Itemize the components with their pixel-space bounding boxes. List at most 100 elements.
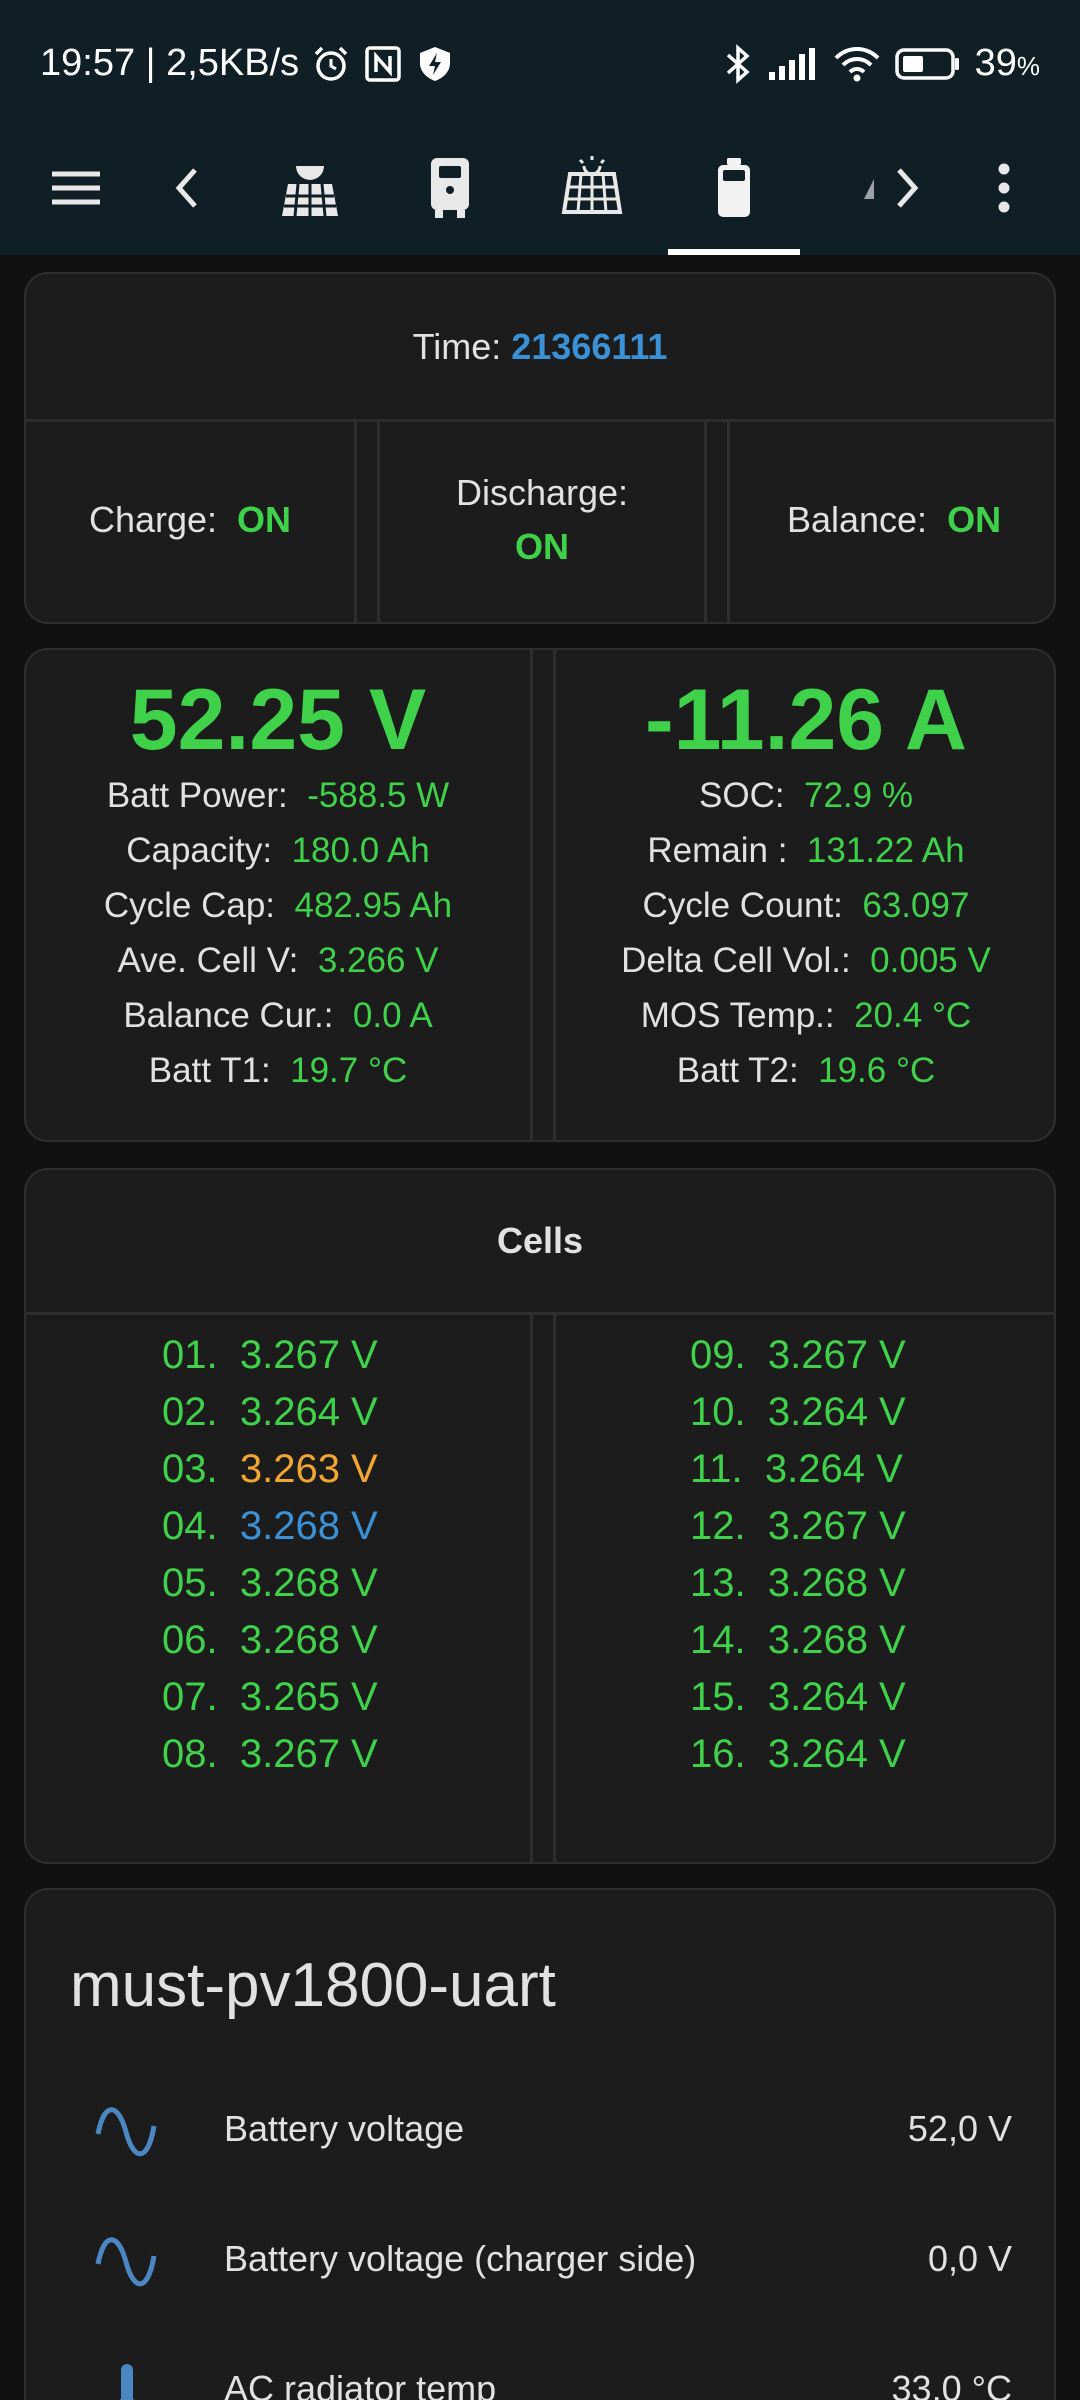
cell-voltage: 3.264 V — [767, 1390, 906, 1434]
time-value: 21366111 — [511, 325, 668, 367]
cell-voltage: 3.267 V — [767, 1333, 906, 1377]
cell-voltage: 3.264 V — [764, 1447, 903, 1491]
stat-label: Cycle Cap: — [103, 886, 276, 925]
stat-line: Balance Cur.: 0.0 A — [28, 988, 528, 1043]
status-bar: 19:57 | 2,5KB/s — [0, 0, 1080, 130]
cell-voltage-row: 01. 3.267 V — [162, 1327, 378, 1384]
cell-number: 05. — [162, 1561, 218, 1605]
battery-stats-card: 52.25 V Batt Power: -588.5 W Capacity: 18… — [24, 648, 1056, 1142]
stat-line: Cycle Cap: 482.95 Ah — [28, 878, 528, 933]
charge-status: Charge: ON — [26, 422, 354, 618]
stat-value: 3.266 V — [317, 941, 439, 980]
stat-label: Batt Power: — [106, 776, 288, 815]
cell-voltage: 3.268 V — [767, 1618, 906, 1662]
stat-label: Cycle Count: — [642, 886, 843, 925]
right-stats: -11.26 A SOC: 72.9 % Remain : 131.22 Ah Cy… — [556, 672, 1054, 1098]
cell-voltage-row: 10. 3.264 V — [690, 1384, 906, 1441]
entity-label: AC radiator temp — [224, 2368, 497, 2400]
battery-voltage: 52.25 V — [129, 672, 427, 768]
inverter-icon[interactable] — [410, 148, 490, 228]
stat-value: 19.6 °C — [818, 1051, 936, 1090]
stat-value: 72.9 % — [804, 776, 913, 815]
cell-voltage-row: 05. 3.268 V — [162, 1555, 378, 1612]
stat-label: SOC: — [699, 776, 785, 815]
stat-line: Remain : 131.22 Ah — [556, 823, 1054, 878]
divider — [704, 422, 730, 622]
stat-line: Delta Cell Vol.: 0.005 V — [556, 933, 1054, 988]
cell-voltage: 3.264 V — [239, 1390, 378, 1434]
solar-panel-icon[interactable] — [552, 148, 632, 228]
stat-line: SOC: 72.9 % — [556, 768, 1054, 823]
divider — [26, 419, 1054, 422]
stat-label: Batt T1: — [148, 1051, 271, 1090]
entity-card-title: must-pv1800-uart — [70, 1951, 556, 2020]
stat-label: Ave. Cell V: — [117, 941, 299, 980]
cell-voltage: 3.267 V — [239, 1333, 378, 1377]
stat-line: Capacity: 180.0 Ah — [28, 823, 528, 878]
stat-label: Balance Cur.: — [123, 996, 334, 1035]
discharge-value: ON — [515, 526, 569, 567]
entity-row[interactable]: AC radiator temp 33,0 °C — [26, 2346, 1054, 2400]
cell-voltage: 3.268 V — [239, 1618, 378, 1662]
stat-label: Batt T2: — [676, 1051, 799, 1090]
scroll-fade-icon — [848, 148, 888, 228]
balance-value: ON — [947, 499, 1002, 540]
solar-panel-sun-icon[interactable] — [270, 148, 350, 228]
active-tab-indicator — [668, 249, 800, 255]
top-bar-background: 19:57 | 2,5KB/s — [0, 0, 1080, 255]
cells-right-column: 09. 3.267 V 10. 3.264 V 11. 3.264 V 12. 3.2… — [690, 1327, 906, 1783]
alarm-icon — [314, 46, 348, 81]
stat-value: 131.22 Ah — [806, 831, 965, 870]
stat-value: -588.5 W — [307, 776, 450, 815]
battery-percent: 39 — [974, 42, 1017, 84]
cell-number: 06. — [162, 1618, 218, 1662]
stat-line: Batt T2: 19.6 °C — [556, 1043, 1054, 1098]
cell-voltage: 3.264 V — [767, 1732, 906, 1776]
menu-icon[interactable] — [36, 148, 116, 228]
stat-line: Batt T1: 19.7 °C — [28, 1043, 528, 1098]
stat-value: 20.4 °C — [854, 996, 972, 1035]
cell-voltage-row: 09. 3.267 V — [690, 1327, 906, 1384]
cell-number: 15. — [690, 1675, 746, 1719]
entity-card: must-pv1800-uart Battery voltage 52,0 V … — [24, 1888, 1056, 2400]
more-vert-icon[interactable] — [964, 148, 1044, 228]
stat-value: 0.005 V — [870, 941, 991, 980]
cell-voltage: 3.267 V — [239, 1732, 378, 1776]
cell-number: 13. — [690, 1561, 746, 1605]
wifi-icon — [834, 46, 880, 81]
stat-line: Ave. Cell V: 3.266 V — [28, 933, 528, 988]
cell-number: 14. — [690, 1618, 746, 1662]
cell-number: 07. — [162, 1675, 218, 1719]
time-row: Time: 21366111 — [26, 274, 1054, 419]
divider — [354, 422, 380, 622]
nfc-icon — [365, 45, 401, 82]
cell-number: 04. — [162, 1504, 218, 1548]
stat-value: 180.0 Ah — [291, 831, 430, 870]
cells-left-column: 01. 3.267 V 02. 3.264 V 03. 3.263 V 04. 3.2… — [162, 1327, 378, 1783]
chevron-left-icon[interactable] — [146, 148, 226, 228]
chevron-right-icon[interactable] — [868, 148, 948, 228]
cell-voltage-row: 07. 3.265 V — [162, 1669, 378, 1726]
stat-label: Capacity: — [126, 831, 273, 870]
stat-label: MOS Temp.: — [640, 996, 835, 1035]
balance-status: Balance: ON — [730, 422, 1054, 618]
cell-voltage: 3.264 V — [767, 1675, 906, 1719]
entity-value: 33,0 °C — [891, 2368, 1012, 2400]
cell-voltage-row: 12. 3.267 V — [690, 1498, 906, 1555]
entity-label: Battery voltage — [224, 2108, 465, 2149]
cells-title: Cells — [496, 1220, 584, 1261]
balance-label: Balance: — [786, 499, 928, 540]
cell-number: 09. — [690, 1333, 746, 1377]
cell-voltage: 3.268 V — [239, 1561, 378, 1605]
status-card: Time: 21366111 Charge: ON Discharge: ON … — [24, 272, 1056, 624]
stat-line: MOS Temp.: 20.4 °C — [556, 988, 1054, 1043]
cell-voltage: 3.263 V — [239, 1447, 378, 1491]
charge-label: Charge: — [88, 499, 218, 540]
left-stats: 52.25 V Batt Power: -588.5 W Capacity: 18… — [28, 672, 528, 1098]
stat-value: 19.7 °C — [290, 1051, 408, 1090]
battery-tab-icon[interactable] — [694, 148, 774, 228]
entity-row[interactable]: Battery voltage (charger side) 0,0 V — [26, 2216, 1054, 2306]
cell-voltage-row: 02. 3.264 V — [162, 1384, 378, 1441]
entity-row[interactable]: Battery voltage 52,0 V — [26, 2086, 1054, 2176]
stat-label: Delta Cell Vol.: — [621, 941, 851, 980]
